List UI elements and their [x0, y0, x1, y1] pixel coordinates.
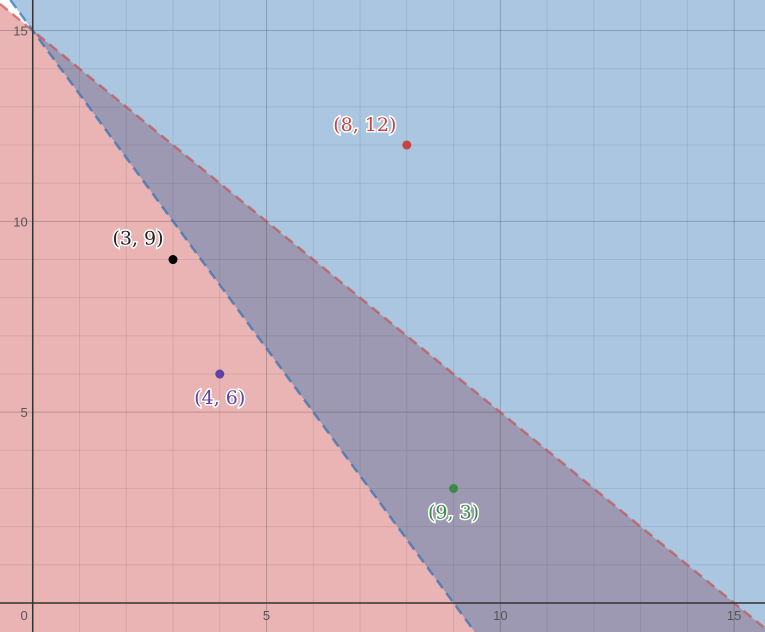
- point-marker: [215, 369, 225, 379]
- point-marker: [449, 484, 459, 494]
- y-tick-label: 5: [20, 405, 27, 420]
- tick-labels: 0 5 10 15 5 10 15: [13, 24, 741, 623]
- point-label: (8, 12): [333, 114, 396, 136]
- point-label: (9, 3): [428, 502, 479, 524]
- x-tick-label: 0: [20, 608, 27, 623]
- y-tick-label: 10: [13, 214, 27, 229]
- point-marker: [402, 140, 412, 150]
- x-tick-label: 15: [727, 608, 741, 623]
- point-marker: [168, 255, 178, 265]
- x-tick-label: 5: [263, 608, 270, 623]
- point-label: (4, 6): [194, 387, 245, 409]
- point-label: (3, 9): [112, 228, 163, 250]
- points: (8, 12) (3, 9) (4, 6) (9, 3): [111, 113, 481, 525]
- x-tick-label: 10: [493, 608, 507, 623]
- y-tick-label: 15: [13, 24, 27, 39]
- boundary-line-blue: [9, 0, 476, 632]
